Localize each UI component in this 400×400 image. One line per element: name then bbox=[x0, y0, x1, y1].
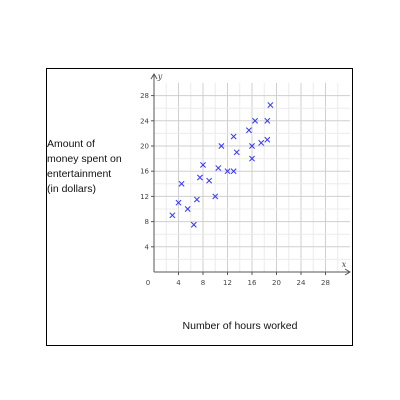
grid bbox=[154, 83, 350, 272]
data-point bbox=[245, 127, 252, 134]
y-axis-label-line: entertainment bbox=[47, 168, 112, 180]
data-point bbox=[267, 102, 274, 109]
data-point bbox=[218, 143, 225, 149]
data-point bbox=[230, 133, 237, 140]
data-point bbox=[196, 174, 203, 181]
x-axis-label: Number of hours worked bbox=[182, 320, 298, 332]
x-tick-label: 16 bbox=[248, 279, 257, 287]
y-axis-label-line: money spent on bbox=[47, 153, 122, 165]
y-tick-label: 28 bbox=[140, 92, 149, 100]
y-axis-label: Amount of money spent on entertainment (… bbox=[47, 137, 153, 197]
data-point bbox=[233, 149, 240, 156]
x-tick-label: 20 bbox=[272, 279, 281, 287]
y-tick-label: 16 bbox=[140, 168, 149, 176]
data-point bbox=[264, 117, 271, 124]
data-point bbox=[252, 117, 259, 124]
data-point bbox=[190, 221, 197, 228]
origin-label: 0 bbox=[146, 279, 150, 287]
axes bbox=[150, 73, 351, 276]
data-point bbox=[169, 212, 176, 219]
y-tick-label: 4 bbox=[145, 243, 150, 251]
data-point bbox=[178, 180, 185, 187]
data-point bbox=[249, 155, 255, 162]
data-points bbox=[169, 102, 274, 228]
y-axis-label-line: (in dollars) bbox=[47, 183, 97, 195]
y-axis-letter: y bbox=[157, 72, 163, 81]
y-tick-label: 12 bbox=[140, 193, 149, 201]
data-point bbox=[215, 165, 222, 172]
data-point bbox=[264, 136, 271, 143]
data-point bbox=[184, 206, 191, 212]
x-tick-label: 8 bbox=[201, 279, 205, 287]
x-tick-label: 24 bbox=[297, 279, 306, 287]
data-point bbox=[212, 193, 219, 200]
x-tick-label: 28 bbox=[321, 279, 330, 287]
y-axis-label-line: Amount of bbox=[47, 138, 95, 150]
tick-labels: 4 8 12 16 20 24 28 4 8 12 16 20 24 28 0 x y bbox=[140, 72, 347, 287]
figure-frame bbox=[46, 68, 353, 346]
x-axis-letter: x bbox=[342, 260, 347, 269]
x-axis-arrow-icon bbox=[344, 268, 351, 276]
data-point bbox=[200, 161, 206, 168]
data-point bbox=[258, 139, 265, 146]
y-tick-label: 24 bbox=[140, 117, 149, 125]
data-point bbox=[206, 177, 213, 184]
y-tick-label: 20 bbox=[140, 143, 149, 151]
data-point bbox=[230, 168, 237, 175]
y-tick-label: 8 bbox=[145, 218, 149, 226]
data-point bbox=[224, 168, 231, 175]
data-point bbox=[249, 143, 255, 149]
x-tick-label: 4 bbox=[176, 279, 181, 287]
x-tick-label: 12 bbox=[223, 279, 232, 287]
data-point bbox=[175, 199, 182, 206]
data-point bbox=[193, 196, 200, 203]
y-axis-arrow-icon bbox=[150, 73, 158, 80]
